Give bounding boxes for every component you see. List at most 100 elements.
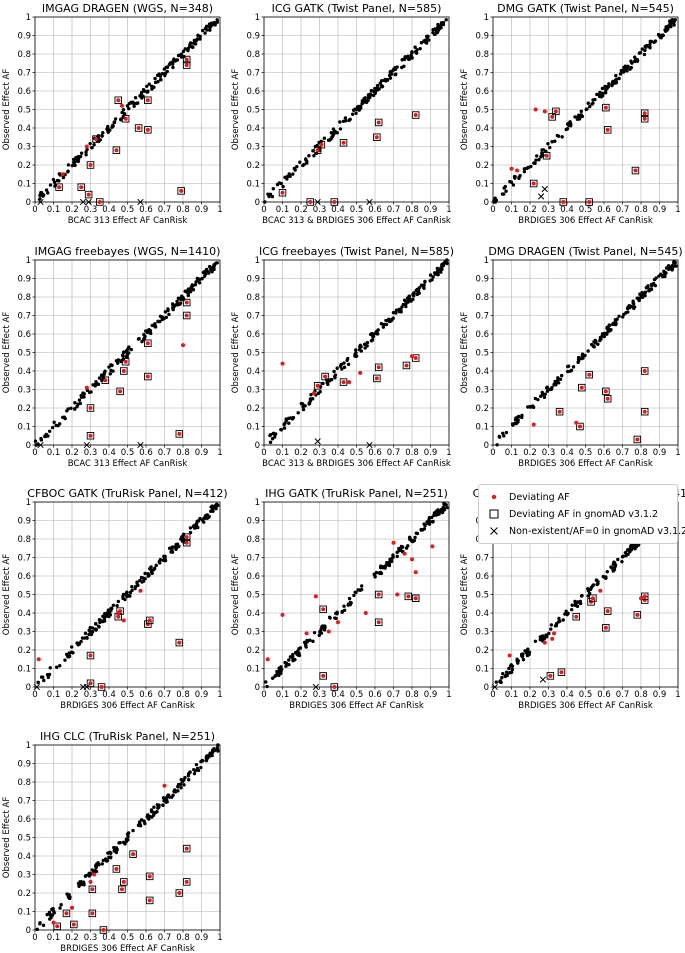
y-tick-label: 0.9 [475, 275, 489, 285]
concordant-point [167, 312, 171, 317]
y-tick-label: 0.7 [17, 312, 31, 322]
concordant-point [88, 629, 92, 634]
deviating-gnomad-marker [88, 909, 97, 918]
deviating-point [347, 380, 352, 385]
concordant-point [362, 97, 366, 101]
deviating-gnomad-marker [182, 538, 191, 547]
deviating-gnomad-point [179, 188, 184, 193]
x-tick-label: 0.8 [405, 205, 419, 215]
concordant-point [525, 653, 530, 658]
deviating-point [413, 570, 418, 575]
y-tick-label: 0 [26, 683, 31, 693]
concordant-point [145, 84, 149, 88]
legend-nonexistent: Non-existent/AF=0 in gnomAD v3.1.2 [485, 524, 685, 538]
concordant-point [161, 803, 165, 807]
y-axis-label: Observed Effect AF [2, 554, 12, 636]
concordant-point [85, 636, 89, 640]
concordant-point [404, 304, 408, 309]
concordant-point [623, 550, 628, 555]
deviating-gnomad-point [184, 57, 189, 62]
concordant-point [58, 906, 62, 910]
concordant-point [357, 108, 361, 112]
concordant-point [590, 102, 594, 106]
concordant-point [197, 281, 202, 285]
concordant-point [191, 524, 196, 529]
concordant-point [109, 368, 113, 373]
concordant-point [304, 157, 308, 161]
concordant-point [204, 24, 209, 29]
concordant-point [87, 871, 91, 875]
x-tick-label: 0.5 [121, 933, 135, 943]
concordant-point [118, 840, 122, 845]
deviating-gnomad-point [590, 596, 595, 601]
concordant-point [520, 413, 524, 418]
x-tick-label: 0.6 [368, 205, 382, 215]
deviating-gnomad-marker [373, 374, 381, 383]
deviating-gnomad-marker [559, 198, 568, 206]
concordant-point [439, 270, 443, 274]
concordant-point [550, 140, 554, 144]
concordant-point [190, 45, 194, 49]
concordant-point [621, 315, 625, 319]
nonexistent-marker [33, 683, 41, 691]
deviating-point [336, 620, 340, 625]
deviating-gnomad-point [184, 300, 189, 305]
y-tick-label: 0 [255, 198, 260, 208]
x-tick-label: 0.1 [505, 448, 519, 458]
concordant-point [387, 560, 392, 564]
deviating-gnomad-marker [177, 187, 185, 195]
concordant-point [593, 97, 597, 102]
concordant-point [46, 434, 50, 438]
concordant-point [600, 86, 605, 91]
y-tick-label: 0.6 [475, 572, 489, 582]
concordant-point [194, 280, 198, 284]
concordant-point [620, 555, 625, 559]
deviating-gnomad-marker [101, 376, 110, 385]
concordant-point [89, 632, 94, 637]
y-tick-label: 0.6 [17, 815, 31, 825]
concordant-point [558, 377, 563, 381]
concordant-point [152, 805, 156, 809]
concordant-point [162, 67, 167, 71]
concordant-point [73, 160, 77, 164]
concordant-point [390, 317, 394, 322]
deviating-gnomad-marker [86, 651, 95, 660]
concordant-point [39, 675, 44, 679]
concordant-point [181, 49, 186, 54]
deviating-gnomad-marker [86, 161, 95, 169]
concordant-point [540, 148, 544, 152]
concordant-point [268, 433, 272, 438]
concordant-point [48, 917, 52, 921]
concordant-point [132, 104, 136, 108]
concordant-point [322, 628, 327, 632]
y-tick-label: 0.2 [246, 161, 260, 171]
deviating-gnomad-marker [633, 611, 642, 619]
y-tick-label: 0.6 [246, 87, 260, 97]
concordant-point [43, 434, 47, 439]
deviating-gnomad-marker [118, 885, 126, 894]
concordant-point [191, 288, 196, 292]
deviating-gnomad-marker [374, 590, 383, 599]
x-axis-label: BCAC 313 Effect AF CanRisk [68, 216, 188, 226]
nonexistent-marker [37, 198, 44, 206]
concordant-point [380, 79, 384, 83]
concordant-point [127, 345, 131, 349]
concordant-point [96, 624, 101, 629]
concordant-point [149, 809, 154, 814]
deviating-gnomad-marker [640, 407, 649, 416]
deviating-point [304, 631, 309, 636]
concordant-point [403, 55, 407, 59]
concordant-point [96, 382, 101, 387]
concordant-point [354, 348, 358, 352]
concordant-point [379, 571, 384, 576]
concordant-point [516, 659, 520, 663]
legend-nonexistent-label: Non-existent/AF=0 in gnomAD v3.1.2 [509, 525, 685, 537]
concordant-point [153, 811, 158, 815]
concordant-point [673, 18, 677, 22]
deviating-point [92, 872, 97, 877]
concordant-point [568, 369, 572, 373]
deviating-gnomad-marker [374, 618, 383, 627]
x-tick-label: 0.9 [653, 205, 667, 215]
concordant-point [111, 124, 115, 128]
concordant-point [109, 363, 113, 367]
